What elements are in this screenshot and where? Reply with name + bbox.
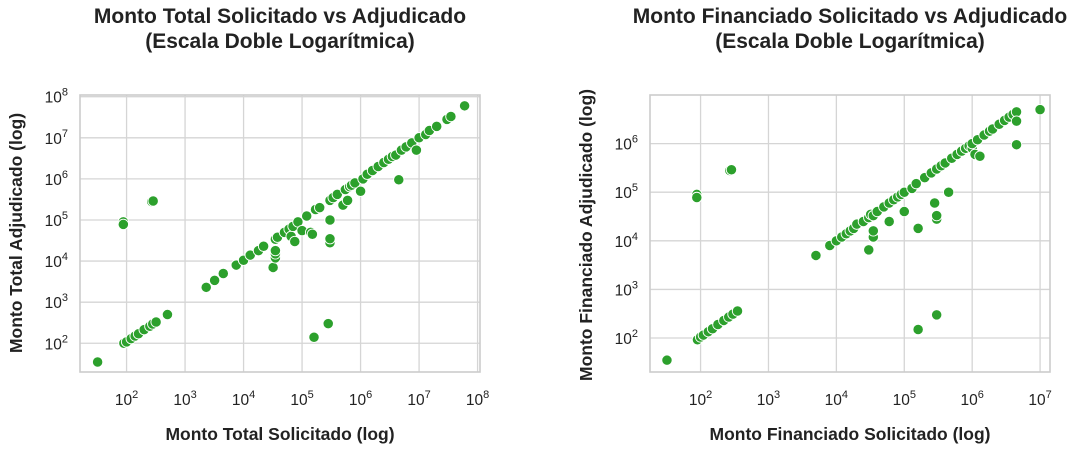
data-point	[1034, 103, 1046, 116]
data-point	[931, 209, 943, 222]
data-point	[910, 178, 922, 190]
x-tick-label: 106	[349, 389, 372, 409]
data-point	[458, 100, 471, 112]
plot-frame	[79, 94, 481, 373]
data-point	[445, 110, 457, 123]
x-tick-label: 102	[115, 389, 138, 409]
data-point	[314, 201, 326, 214]
y-axis-label: Monto Financiado Adjudicado (log)	[576, 89, 596, 381]
y-tick-label: 104	[45, 251, 68, 271]
data-point	[912, 222, 924, 235]
grid-lines	[650, 95, 1050, 372]
data-point	[661, 354, 673, 366]
x-tick-label: 103	[173, 389, 196, 409]
data-point	[867, 225, 879, 237]
x-tick-labels: 102 103 104 105 106 107 108	[115, 389, 489, 409]
data-point	[150, 316, 162, 328]
chart-title-line-2: (Escala Doble Logarítmica)	[715, 30, 985, 53]
data-point	[1010, 115, 1023, 127]
x-tick-label: 104	[825, 389, 848, 409]
data-point	[322, 318, 334, 330]
x-axis-label: Monto Financiado Solicitado (log)	[710, 424, 991, 444]
data-point	[257, 240, 270, 252]
data-point	[341, 194, 354, 207]
chart-title-line-2: (Escala Doble Logarítmica)	[145, 30, 415, 53]
data-point	[691, 191, 703, 204]
data-point	[725, 164, 738, 176]
data-point	[308, 331, 320, 343]
data-point	[810, 249, 822, 262]
chart-title-line-1: Monto Total Solicitado vs Adjudicado	[94, 5, 466, 28]
x-tick-label: 108	[466, 389, 489, 409]
y-axis-label: Monto Total Adjudicado (log)	[6, 113, 26, 353]
data-points	[661, 103, 1046, 366]
y-tick-label: 107	[45, 128, 68, 148]
y-tick-label: 106	[45, 169, 68, 189]
data-point	[306, 228, 319, 240]
x-tick-labels: 102 103 104 105 106 107	[689, 389, 1052, 409]
data-points	[91, 100, 471, 368]
data-point	[974, 150, 986, 162]
data-point	[147, 195, 159, 207]
data-point	[731, 305, 744, 317]
y-tick-label: 105	[45, 210, 68, 230]
data-point	[393, 174, 405, 186]
y-tick-label: 104	[615, 231, 638, 251]
data-point	[217, 267, 229, 280]
x-tick-label: 105	[893, 389, 916, 409]
data-point	[200, 281, 212, 293]
x-tick-label: 103	[757, 389, 780, 409]
data-point	[289, 235, 301, 248]
data-point	[863, 244, 875, 256]
data-point	[431, 120, 443, 132]
data-point	[269, 244, 282, 257]
data-point	[117, 218, 129, 231]
x-axis-label: Monto Total Solicitado (log)	[165, 424, 394, 444]
plot-frame	[649, 94, 1051, 373]
data-point	[324, 233, 336, 245]
y-tick-label: 103	[615, 279, 638, 299]
x-tick-label: 104	[232, 389, 255, 409]
data-point	[912, 323, 924, 336]
data-point	[942, 186, 955, 198]
y-tick-labels: 102 103 104 105 106	[615, 134, 638, 348]
data-point	[410, 144, 423, 156]
y-tick-label: 105	[615, 182, 638, 202]
x-tick-label: 107	[1028, 389, 1051, 409]
data-point	[354, 185, 367, 197]
data-point	[898, 205, 910, 218]
data-point	[883, 215, 895, 228]
data-point	[301, 210, 313, 222]
x-tick-label: 105	[290, 389, 313, 409]
data-point	[931, 309, 943, 321]
y-tick-label: 108	[45, 87, 68, 107]
y-tick-labels: 102 103 104 105 106 107 108	[45, 87, 68, 354]
chart-title-line-1: Monto Financiado Solicitado vs Adjudicad…	[633, 5, 1067, 28]
data-point	[91, 356, 104, 368]
x-tick-label: 106	[960, 389, 983, 409]
data-point	[1010, 139, 1023, 151]
y-tick-label: 106	[615, 134, 638, 154]
y-tick-label: 102	[45, 333, 68, 353]
data-point	[161, 308, 174, 321]
data-point	[267, 261, 279, 274]
y-tick-label: 102	[615, 328, 638, 348]
data-point	[928, 197, 941, 209]
data-point	[324, 214, 336, 226]
x-tick-label: 107	[407, 389, 430, 409]
y-tick-label: 103	[45, 292, 68, 312]
data-point	[208, 274, 221, 286]
x-tick-label: 102	[689, 389, 712, 409]
chart-financiado: Monto Financiado Solicitado vs Adjudicad…	[576, 5, 1067, 444]
chart-total: Monto Total Solicitado vs Adjudicado (Es…	[6, 5, 489, 444]
